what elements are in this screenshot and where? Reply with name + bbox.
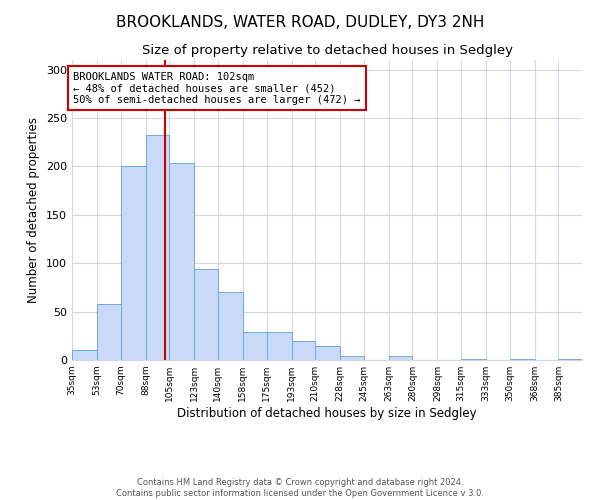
Bar: [121, 166, 146, 360]
Bar: [218, 292, 243, 360]
Bar: [194, 269, 218, 360]
Bar: [340, 356, 364, 360]
Bar: [243, 332, 266, 360]
Bar: [169, 162, 194, 360]
Text: BROOKLANDS WATER ROAD: 102sqm
← 48% of detached houses are smaller (452)
50% of : BROOKLANDS WATER ROAD: 102sqm ← 48% of d…: [73, 72, 361, 105]
Title: Size of property relative to detached houses in Sedgley: Size of property relative to detached ho…: [142, 44, 512, 58]
Bar: [266, 332, 292, 360]
Bar: [389, 356, 412, 360]
Bar: [559, 359, 582, 360]
Bar: [510, 359, 535, 360]
Bar: [97, 304, 121, 360]
Text: BROOKLANDS, WATER ROAD, DUDLEY, DY3 2NH: BROOKLANDS, WATER ROAD, DUDLEY, DY3 2NH: [116, 15, 484, 30]
Bar: [292, 340, 315, 360]
Bar: [461, 359, 486, 360]
Y-axis label: Number of detached properties: Number of detached properties: [28, 117, 40, 303]
Bar: [72, 350, 97, 360]
Bar: [146, 134, 169, 360]
Bar: [315, 346, 340, 360]
X-axis label: Distribution of detached houses by size in Sedgley: Distribution of detached houses by size …: [177, 407, 477, 420]
Text: Contains HM Land Registry data © Crown copyright and database right 2024.
Contai: Contains HM Land Registry data © Crown c…: [116, 478, 484, 498]
